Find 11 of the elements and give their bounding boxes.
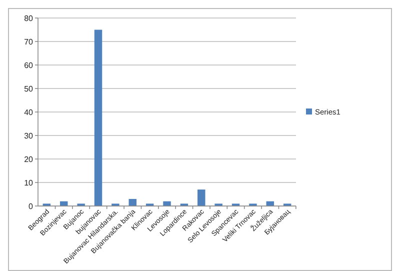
y-tick-label: 10 [24,178,34,188]
y-tick-label: 80 [24,14,34,23]
y-tick-label: 60 [24,60,34,70]
bar [198,190,206,206]
y-tick-label: 30 [24,131,34,140]
y-tick-label: 50 [24,84,34,94]
y-tick-label: 40 [24,108,34,117]
bar [94,30,102,206]
y-tick-label: 70 [24,37,34,46]
y-tick-label: 20 [24,154,34,164]
y-tick-label: 0 [28,202,34,211]
